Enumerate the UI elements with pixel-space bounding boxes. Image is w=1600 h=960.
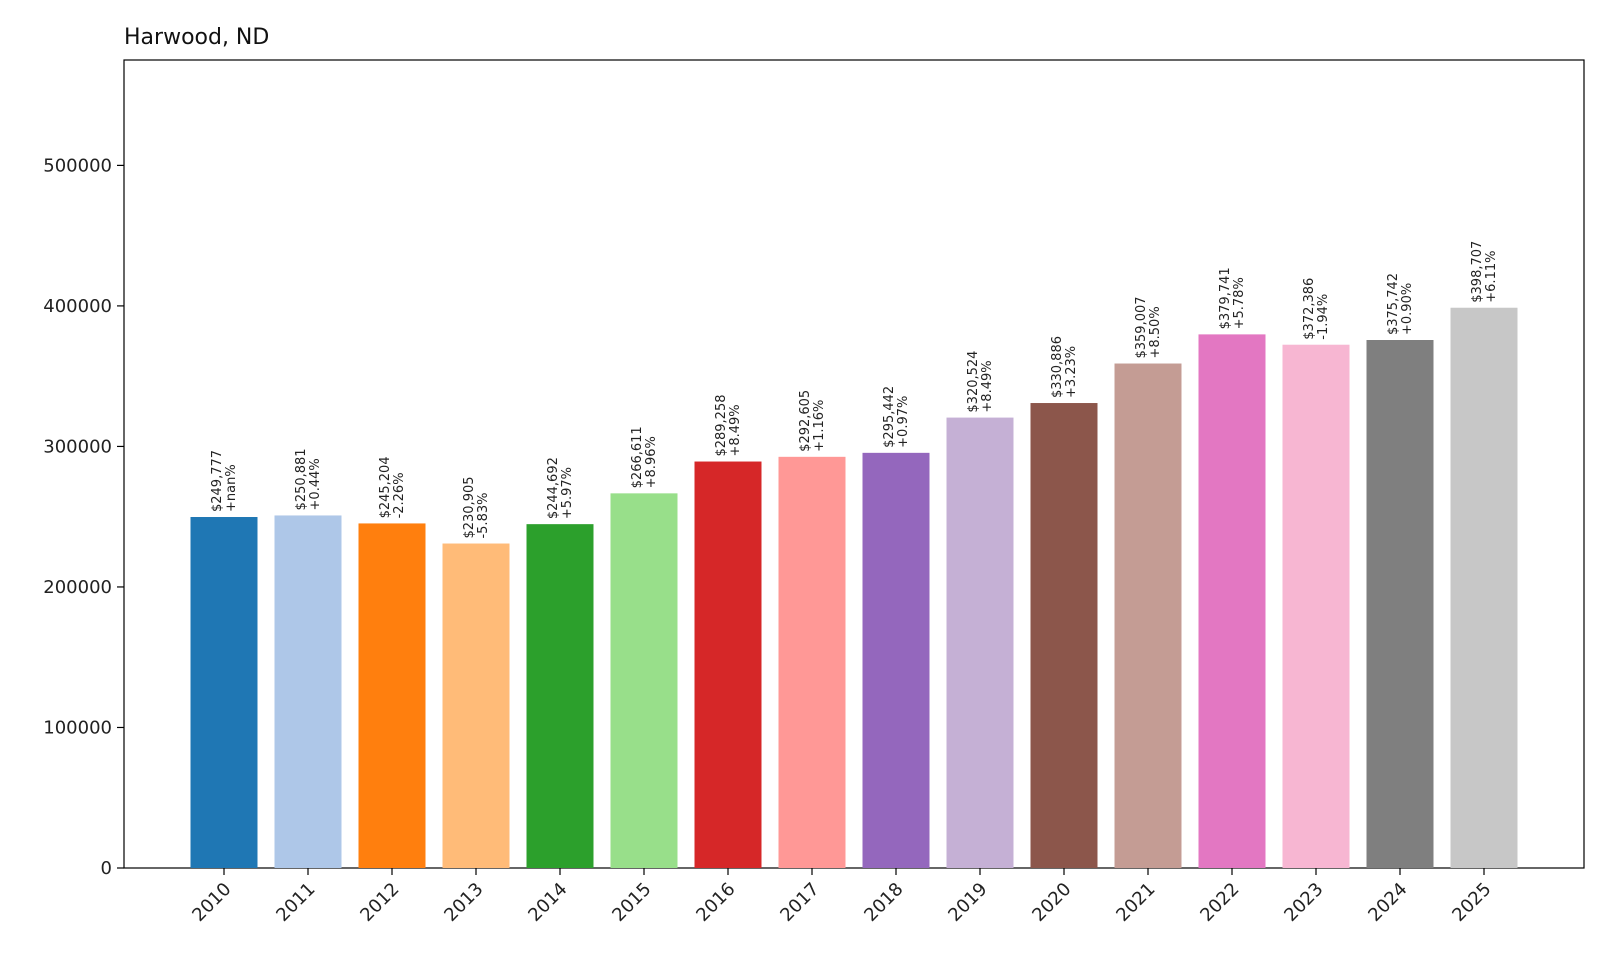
x-tick-label: 2012 bbox=[356, 879, 403, 926]
bar-2021 bbox=[1115, 364, 1182, 868]
bar-2017 bbox=[779, 457, 846, 868]
y-tick-label: 200000 bbox=[43, 577, 112, 598]
bar-chart: Harwood, ND 0 100000 200000 300000 400000 500… bbox=[0, 0, 1600, 960]
bar-2012 bbox=[359, 523, 426, 868]
bar-value-label: $372,386 bbox=[1302, 278, 1317, 340]
bar-label-group: $292,605 +1.16% bbox=[798, 390, 827, 452]
bars-group: $249,777 +nan% $250,881 +0.44% $245,204 -2.26… bbox=[191, 241, 1518, 868]
bar-value-label: $230,905 bbox=[462, 476, 477, 538]
y-axis: 0 100000 200000 300000 400000 500000 bbox=[43, 155, 124, 879]
bar-label-group: $244,692 +5.97% bbox=[546, 457, 575, 519]
bar-label-group: $245,204 -2.26% bbox=[378, 456, 407, 518]
bar-value-label: $266,611 bbox=[630, 426, 645, 488]
bar-change-label: +0.44% bbox=[308, 458, 323, 510]
bar-label-group: $289,258 +8.49% bbox=[714, 394, 743, 456]
bar-2018 bbox=[863, 453, 930, 868]
y-tick-label: 500000 bbox=[43, 155, 112, 176]
x-tick-label: 2011 bbox=[272, 879, 319, 926]
bar-value-label: $250,881 bbox=[294, 448, 309, 510]
bar-change-label: +0.90% bbox=[1400, 283, 1415, 335]
x-tick-label: 2020 bbox=[1028, 879, 1075, 926]
bar-value-label: $330,886 bbox=[1050, 336, 1065, 398]
x-tick-label: 2010 bbox=[188, 879, 235, 926]
bar-2013 bbox=[443, 544, 510, 868]
bar-change-label: +8.50% bbox=[1148, 306, 1163, 358]
bar-value-label: $379,741 bbox=[1218, 267, 1233, 329]
y-tick-label: 0 bbox=[101, 858, 112, 879]
x-tick-label: 2022 bbox=[1196, 879, 1243, 926]
bar-change-label: -2.26% bbox=[392, 472, 407, 518]
bar-label-group: $266,611 +8.96% bbox=[630, 426, 659, 488]
bar-2015 bbox=[611, 493, 678, 868]
bar-change-label: -1.94% bbox=[1316, 294, 1331, 340]
bar-label-group: $375,742 +0.90% bbox=[1386, 273, 1415, 335]
bar-label-group: $320,524 +8.49% bbox=[966, 351, 995, 413]
bar-change-label: +8.96% bbox=[644, 436, 659, 488]
x-tick-label: 2017 bbox=[776, 879, 823, 926]
bar-label-group: $230,905 -5.83% bbox=[462, 476, 491, 538]
bar-change-label: +8.49% bbox=[980, 360, 995, 412]
bar-label-group: $250,881 +0.44% bbox=[294, 448, 323, 510]
bar-2023 bbox=[1283, 345, 1350, 868]
bar-2025 bbox=[1451, 308, 1518, 868]
bar-change-label: +1.16% bbox=[812, 400, 827, 452]
bar-change-label: +5.78% bbox=[1232, 277, 1247, 329]
x-tick-label: 2016 bbox=[692, 879, 739, 926]
x-tick-label: 2013 bbox=[440, 879, 487, 926]
bar-change-label: +nan% bbox=[224, 464, 239, 512]
bar-value-label: $359,007 bbox=[1134, 296, 1149, 358]
plot-frame bbox=[124, 60, 1584, 868]
x-axis: 2010 2011 2012 2013 2014 2015 2016 2017 2018 2019… bbox=[188, 868, 1495, 926]
bar-change-label: +3.23% bbox=[1064, 346, 1079, 398]
bar-change-label: +8.49% bbox=[728, 404, 743, 456]
bar-change-label: +0.97% bbox=[896, 396, 911, 448]
bar-2024 bbox=[1367, 340, 1434, 868]
x-tick-label: 2024 bbox=[1364, 879, 1411, 926]
x-tick-label: 2023 bbox=[1280, 879, 1327, 926]
bar-change-label: +6.11% bbox=[1484, 251, 1499, 303]
bar-value-label: $375,742 bbox=[1386, 273, 1401, 335]
bar-2020 bbox=[1031, 403, 1098, 868]
y-tick-label: 300000 bbox=[43, 436, 112, 457]
bar-value-label: $320,524 bbox=[966, 351, 981, 413]
x-tick-label: 2018 bbox=[860, 879, 907, 926]
bar-2011 bbox=[275, 515, 342, 868]
bar-value-label: $245,204 bbox=[378, 456, 393, 518]
bar-change-label: -5.83% bbox=[476, 493, 491, 539]
bar-label-group: $330,886 +3.23% bbox=[1050, 336, 1079, 398]
bar-change-label: +5.97% bbox=[560, 467, 575, 519]
y-tick-label: 100000 bbox=[43, 717, 112, 738]
bar-value-label: $292,605 bbox=[798, 390, 813, 452]
bar-value-label: $289,258 bbox=[714, 394, 729, 456]
x-tick-label: 2014 bbox=[524, 879, 571, 926]
bar-value-label: $398,707 bbox=[1470, 241, 1485, 303]
x-tick-label: 2025 bbox=[1448, 879, 1495, 926]
bar-value-label: $244,692 bbox=[546, 457, 561, 519]
bar-2016 bbox=[695, 462, 762, 868]
bar-label-group: $249,777 +nan% bbox=[210, 450, 239, 512]
bar-2010 bbox=[191, 517, 258, 868]
bar-label-group: $359,007 +8.50% bbox=[1134, 296, 1163, 358]
x-tick-label: 2015 bbox=[608, 879, 655, 926]
x-tick-label: 2021 bbox=[1112, 879, 1159, 926]
bar-label-group: $379,741 +5.78% bbox=[1218, 267, 1247, 329]
bar-2014 bbox=[527, 524, 594, 868]
bar-label-group: $398,707 +6.11% bbox=[1470, 241, 1499, 303]
bar-2022 bbox=[1199, 334, 1266, 868]
bar-value-label: $295,442 bbox=[882, 386, 897, 448]
bar-value-label: $249,777 bbox=[210, 450, 225, 512]
bar-label-group: $372,386 -1.94% bbox=[1302, 278, 1331, 340]
bar-label-group: $295,442 +0.97% bbox=[882, 386, 911, 448]
x-tick-label: 2019 bbox=[944, 879, 991, 926]
chart-title: Harwood, ND bbox=[124, 25, 269, 50]
bar-2019 bbox=[947, 418, 1014, 868]
y-tick-label: 400000 bbox=[43, 296, 112, 317]
